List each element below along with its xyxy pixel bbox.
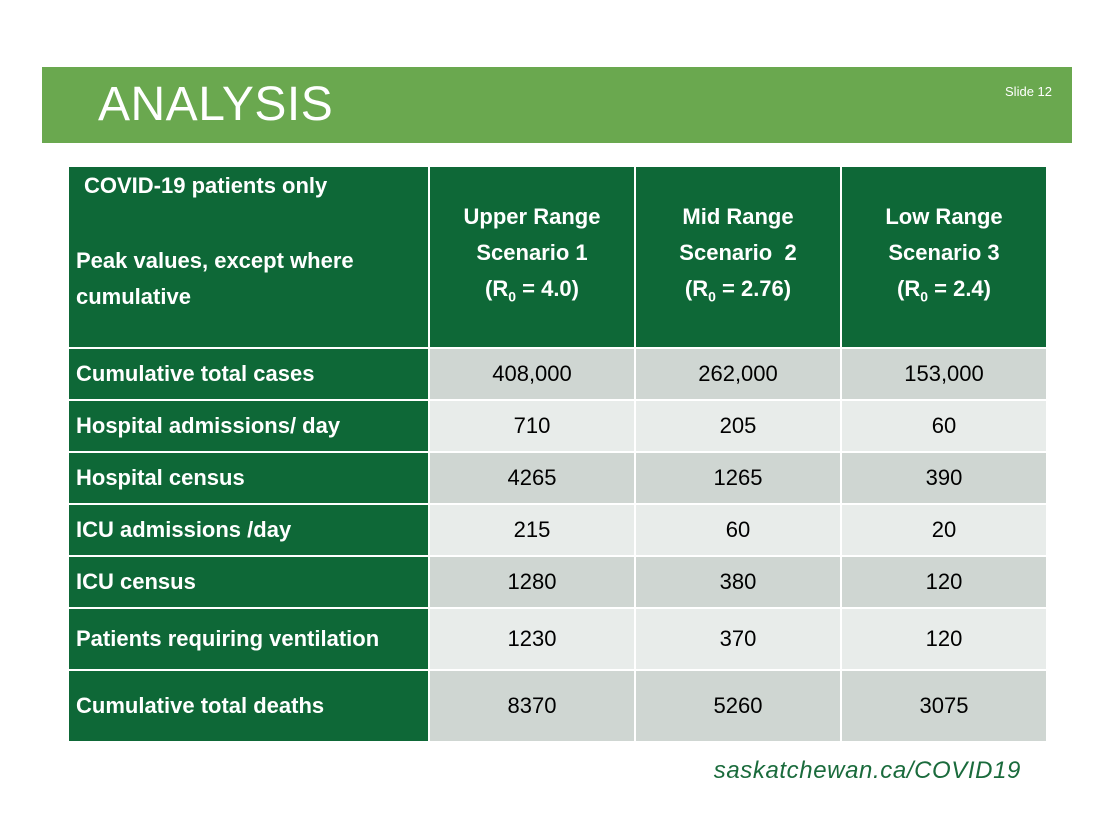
table-cell: 1280 — [428, 555, 636, 609]
header-peak-values: Peak values, except where cumulative — [76, 248, 354, 309]
table-cell: 215 — [428, 503, 636, 557]
table-cell: 370 — [634, 607, 842, 671]
table-cell: 60 — [840, 399, 1048, 453]
scenario-number-label: Scenario 2 — [679, 240, 797, 266]
table-row: Hospital admissions/ day 710 205 60 — [67, 399, 1048, 453]
table-cell: 1230 — [428, 607, 636, 671]
table-cell: 390 — [840, 451, 1048, 505]
slide-title: ANALYSIS — [98, 78, 334, 131]
table-cell: 380 — [634, 555, 842, 609]
header-description-cell: COVID-19 patients only Peak values, exce… — [67, 165, 430, 349]
scenario-table: COVID-19 patients only Peak values, exce… — [67, 165, 1048, 743]
row-label: Hospital census — [67, 451, 430, 505]
header-patients-only: COVID-19 patients only — [84, 173, 328, 198]
scenario-range-label: Mid Range — [682, 204, 794, 230]
row-label: Hospital admissions/ day — [67, 399, 430, 453]
header-scenario-2: Mid Range Scenario 2 (R0 = 2.76) — [634, 165, 842, 349]
scenario-number-label: Scenario 3 — [888, 240, 1000, 266]
table-cell: 5260 — [634, 669, 842, 743]
table-row: Cumulative total deaths 8370 5260 3075 — [67, 669, 1048, 743]
scenario-r0-label: (R0 = 4.0) — [485, 276, 579, 305]
table-row: Cumulative total cases 408,000 262,000 1… — [67, 347, 1048, 401]
table-cell: 408,000 — [428, 347, 636, 401]
table-cell: 205 — [634, 399, 842, 453]
scenario-number-label: Scenario 1 — [476, 240, 588, 266]
table-row: Patients requiring ventilation 1230 370 … — [67, 607, 1048, 671]
table-cell: 710 — [428, 399, 636, 453]
table-cell: 120 — [840, 607, 1048, 671]
table-cell: 20 — [840, 503, 1048, 557]
scenario-r0-label: (R0 = 2.4) — [897, 276, 991, 305]
row-label: Cumulative total cases — [67, 347, 430, 401]
header-scenario-1: Upper Range Scenario 1 (R0 = 4.0) — [428, 165, 636, 349]
row-label: Cumulative total deaths — [67, 669, 430, 743]
table-cell: 60 — [634, 503, 842, 557]
row-label: Patients requiring ventilation — [67, 607, 430, 671]
header-scenario-3: Low Range Scenario 3 (R0 = 2.4) — [840, 165, 1048, 349]
table-cell: 153,000 — [840, 347, 1048, 401]
slide-number: Slide 12 — [1005, 84, 1052, 99]
table-cell: 1265 — [634, 451, 842, 505]
table-cell: 8370 — [428, 669, 636, 743]
table-row: ICU census 1280 380 120 — [67, 555, 1048, 609]
footer-website-url: saskatchewan.ca/COVID19 — [713, 757, 1021, 784]
table-row: Hospital census 4265 1265 390 — [67, 451, 1048, 505]
row-label: ICU census — [67, 555, 430, 609]
scenario-range-label: Low Range — [885, 204, 1003, 230]
table-cell: 3075 — [840, 669, 1048, 743]
row-label: ICU admissions /day — [67, 503, 430, 557]
scenario-r0-label: (R0 = 2.76) — [684, 276, 792, 305]
table-header-row: COVID-19 patients only Peak values, exce… — [67, 165, 1048, 349]
scenario-range-label: Upper Range — [463, 204, 601, 230]
table-row: ICU admissions /day 215 60 20 — [67, 503, 1048, 557]
table-cell: 262,000 — [634, 347, 842, 401]
table-cell: 4265 — [428, 451, 636, 505]
table-cell: 120 — [840, 555, 1048, 609]
title-bar: ANALYSIS Slide 12 — [42, 67, 1072, 143]
